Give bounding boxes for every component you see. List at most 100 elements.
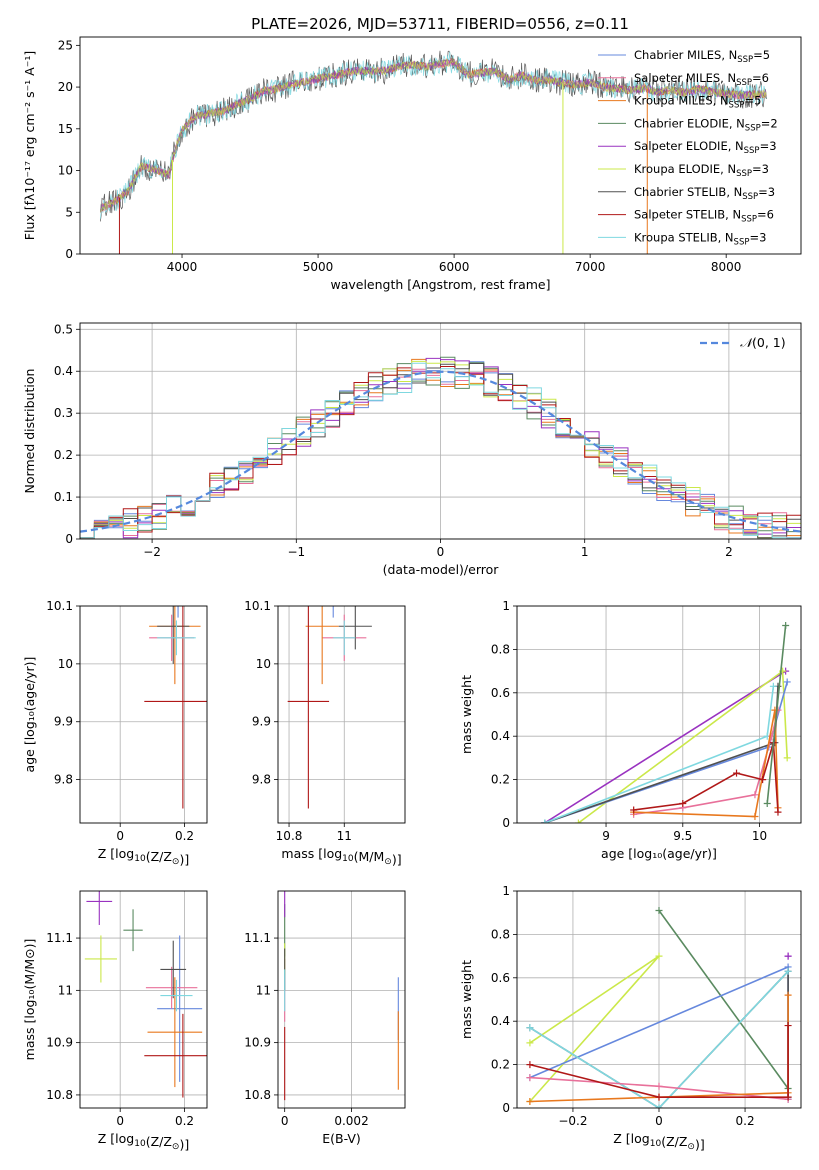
y-tick-label: 0.8 — [491, 642, 510, 656]
x-axis-label-part: 10 — [650, 1139, 662, 1149]
x-axis-label-part: (Z/Z — [146, 849, 172, 864]
legend-label-main: Salpeter STELIB, N — [634, 208, 741, 222]
errorbar-point-1 — [145, 966, 198, 1009]
axes-frame — [79, 322, 802, 540]
axes-frame — [277, 890, 406, 1109]
errorbar-point-5 — [353, 563, 370, 586]
y-tick-label: 11.1 — [46, 931, 73, 945]
weight-line-8 — [529, 970, 789, 1108]
y-tick-label: 9.8 — [54, 773, 73, 787]
legend-label-tail: =5 — [753, 48, 770, 62]
x-tick-label: 5000 — [303, 260, 334, 274]
weight-marker-7 — [655, 1093, 663, 1101]
x-tick-label: 6000 — [439, 260, 470, 274]
panel-weight_vs_age: 9 9.5 10 0 0.2 0.4 0.6 0.8 1 age [log₁₀(age/yr)] m… — [459, 599, 802, 861]
y-tick-label: 0.8 — [491, 927, 510, 941]
axes-frame — [79, 890, 208, 1109]
plot-area-weight_vs_Z — [517, 891, 801, 1108]
plot-area-residuals — [80, 323, 801, 539]
axes-frame — [516, 605, 802, 824]
errorbar-point-0 — [332, 606, 334, 618]
y-tick-label: 11.1 — [244, 931, 271, 945]
y-tick-label: 0.2 — [491, 1058, 510, 1072]
y-tick-label: 10.8 — [46, 1088, 73, 1102]
panel-mass_vs_ebv: 0 0.002 10.8 10.9 11 11.1 E(B-V) — [244, 890, 406, 1146]
x-tick-label: 8000 — [711, 260, 742, 274]
legend-label-tail: =3 — [752, 162, 769, 176]
errorbar-point-6 — [338, 606, 372, 650]
legend-label-tail: =5 — [744, 94, 761, 108]
panel-spectrum: 4000 5000 6000 7000 8000 0 5 10 15 20 25 wavelength… — [22, 36, 802, 292]
errorbar-point-8 — [160, 979, 193, 1012]
legend-label-sub: SSP — [737, 55, 753, 65]
weight-marker-8 — [784, 967, 792, 975]
x-tick-label: 11 — [337, 829, 352, 843]
y-tick-label: 0.2 — [491, 773, 510, 787]
x-tick-label: 0 — [116, 1114, 124, 1128]
weight-marker-3 — [655, 907, 663, 915]
normal-reference-curve — [80, 370, 801, 533]
legend-label: Chabrier ELODIE, NSSP=2 — [634, 116, 778, 133]
x-axis-label-part: )] — [179, 1137, 189, 1152]
legend-label-sub: SSP — [744, 146, 760, 156]
weight-marker-4 — [784, 952, 792, 960]
weight-line-2 — [633, 710, 779, 818]
legend-label: Kroupa ELODIE, NSSP=3 — [634, 162, 769, 179]
plot-area-weight_vs_age — [517, 606, 801, 823]
x-axis-label-part: Z [log — [98, 846, 134, 861]
weight-marker-7 — [526, 1061, 534, 1069]
legend-label-sub: SSP — [736, 169, 752, 179]
y-tick-label: 25 — [58, 38, 73, 52]
legend-label: Kroupa MILES, NSSP=5 — [634, 94, 761, 111]
y-tick-label: 0 — [65, 247, 73, 261]
legend-label-main: Chabrier ELODIE, N — [634, 116, 745, 130]
errorbar-point-4 — [85, 563, 111, 586]
x-axis-label: E(B-V) — [322, 1131, 361, 1146]
x-axis-label-part: ⊙ — [172, 857, 180, 867]
x-axis-label-part: Z [log — [613, 1131, 649, 1146]
legend-label-sub: SSP — [745, 123, 761, 133]
errorbar-point-8 — [157, 620, 196, 656]
weight-marker-5 — [655, 952, 663, 960]
y-tick-label: 10 — [256, 657, 271, 671]
x-tick-label: 0 — [281, 1114, 289, 1128]
legend-label: Kroupa STELIB, NSSP=3 — [634, 230, 766, 247]
legend-label-sub: SSP — [734, 237, 750, 247]
y-tick-label: 9.9 — [54, 715, 73, 729]
axes-layer: 4000 5000 6000 7000 80000510152025wavelength… — [22, 36, 802, 1152]
legend-label-main: Kroupa ELODIE, N — [634, 162, 736, 176]
weight-marker-7 — [630, 806, 638, 814]
weight-marker-7 — [784, 1022, 792, 1030]
errorbar-point-3 — [123, 909, 143, 952]
y-tick-label: 10 — [58, 657, 73, 671]
weight-marker-8 — [541, 819, 549, 823]
legend-label-main: Chabrier MILES, N — [634, 48, 737, 62]
x-axis-label-part: ⊙ — [172, 1142, 180, 1152]
y-axis-label: mass weight — [459, 960, 474, 1039]
x-tick-label: 7000 — [575, 260, 606, 274]
y-tick-label: 10.9 — [46, 1036, 73, 1050]
weight-marker-0 — [783, 678, 791, 686]
y-axis-label: Normed distribution — [22, 369, 37, 494]
errorbar-point-2 — [147, 977, 203, 1088]
x-tick-label: −2 — [143, 545, 161, 559]
x-axis-label: age [log₁₀(age/yr)] — [601, 846, 717, 861]
x-tick-label: 9.5 — [673, 829, 692, 843]
legend-label: Salpeter MILES, NSSP=6 — [634, 71, 769, 88]
weight-line-7 — [529, 1025, 789, 1098]
y-tick-label: 10.1 — [244, 599, 271, 613]
x-tick-label: −0.2 — [558, 1114, 587, 1128]
y-axis-label: mass weight — [459, 675, 474, 754]
x-axis-label-part: )] — [392, 852, 402, 867]
weight-marker-7 — [679, 799, 687, 807]
legend-label-main: Kroupa MILES, N — [634, 94, 729, 108]
axes-frame — [79, 36, 802, 255]
weight-marker-7 — [759, 776, 767, 784]
y-tick-label: 0.6 — [491, 686, 510, 700]
x-axis-label-part: (M/M — [354, 849, 385, 864]
x-tick-label: 0 — [437, 545, 445, 559]
x-axis-label: wavelength [Angstrom, rest frame] — [330, 277, 550, 292]
y-tick-label: 10.9 — [244, 1036, 271, 1050]
panel-mass_vs_Z: 0 0.2 10.8 10.9 11 11.1 Z [log10(Z/Z⊙)] mass [l… — [22, 890, 208, 1152]
y-tick-label: 0.6 — [491, 971, 510, 985]
